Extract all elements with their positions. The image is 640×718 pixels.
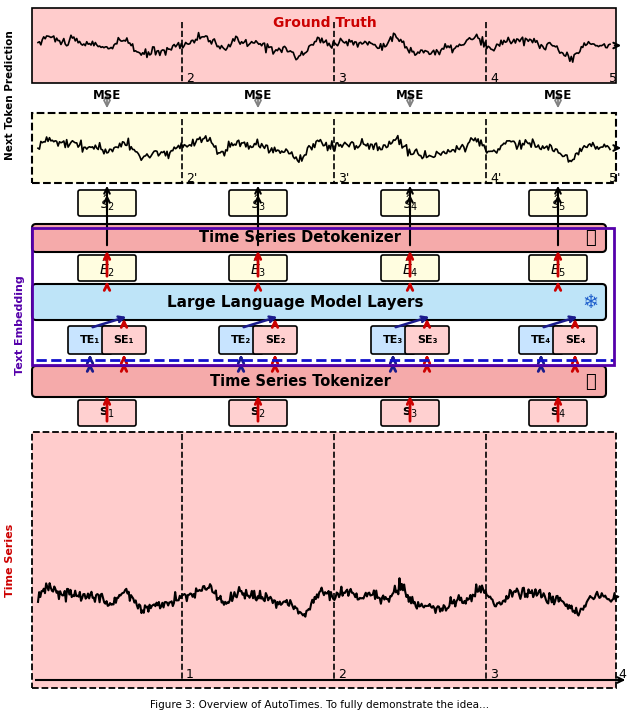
FancyBboxPatch shape (78, 400, 136, 426)
FancyBboxPatch shape (381, 190, 439, 216)
Text: SE₃: SE₃ (417, 335, 437, 345)
Text: Time Series Detokenizer: Time Series Detokenizer (199, 230, 401, 246)
Text: SE₁: SE₁ (114, 335, 134, 345)
Text: MSE: MSE (93, 89, 121, 102)
FancyBboxPatch shape (32, 284, 606, 320)
Text: TE₃: TE₃ (383, 335, 403, 345)
Text: MSE: MSE (544, 89, 572, 102)
FancyBboxPatch shape (405, 326, 449, 354)
Text: MSE: MSE (244, 89, 272, 102)
FancyBboxPatch shape (102, 326, 146, 354)
FancyBboxPatch shape (553, 326, 597, 354)
Text: Time Series: Time Series (5, 523, 15, 597)
Text: $\hat{s}_2$: $\hat{s}_2$ (100, 193, 115, 213)
Text: $\hat{s}_5$: $\hat{s}_5$ (550, 193, 565, 213)
FancyBboxPatch shape (32, 432, 616, 688)
Text: 1: 1 (186, 668, 194, 681)
Text: 🔥: 🔥 (584, 229, 595, 247)
Text: ❄: ❄ (582, 292, 598, 312)
FancyBboxPatch shape (529, 400, 587, 426)
Text: $\mathbf{s}_2$: $\mathbf{s}_2$ (250, 406, 266, 420)
FancyBboxPatch shape (371, 326, 415, 354)
Text: $\mathbf{s}_1$: $\mathbf{s}_1$ (99, 406, 115, 420)
FancyBboxPatch shape (32, 113, 616, 183)
Text: $\hat{E}_2$: $\hat{E}_2$ (99, 257, 115, 279)
Text: $\hat{s}_3$: $\hat{s}_3$ (251, 193, 266, 213)
Text: 3': 3' (338, 172, 349, 185)
Text: Next Token Prediction: Next Token Prediction (5, 31, 15, 160)
FancyBboxPatch shape (519, 326, 563, 354)
Text: SE₂: SE₂ (265, 335, 285, 345)
FancyBboxPatch shape (32, 366, 606, 397)
FancyBboxPatch shape (32, 224, 606, 252)
FancyBboxPatch shape (229, 400, 287, 426)
Text: $\hat{E}_5$: $\hat{E}_5$ (550, 257, 566, 279)
FancyBboxPatch shape (529, 255, 587, 281)
Text: 4': 4' (490, 172, 501, 185)
FancyBboxPatch shape (219, 326, 263, 354)
Text: TE₁: TE₁ (80, 335, 100, 345)
Text: $\hat{E}_4$: $\hat{E}_4$ (402, 257, 418, 279)
FancyBboxPatch shape (68, 326, 112, 354)
Text: $\hat{s}_4$: $\hat{s}_4$ (403, 193, 417, 213)
FancyBboxPatch shape (78, 255, 136, 281)
Text: 2: 2 (186, 73, 194, 85)
Text: $\mathbf{s}_4$: $\mathbf{s}_4$ (550, 406, 566, 420)
Text: 4: 4 (618, 668, 626, 681)
Text: TE₄: TE₄ (531, 335, 551, 345)
FancyBboxPatch shape (381, 400, 439, 426)
Text: Ground Truth: Ground Truth (273, 16, 377, 30)
Text: MSE: MSE (396, 89, 424, 102)
Text: TE₂: TE₂ (231, 335, 251, 345)
Text: $\hat{E}_3$: $\hat{E}_3$ (250, 257, 266, 279)
FancyBboxPatch shape (229, 190, 287, 216)
Text: 4: 4 (490, 73, 498, 85)
Text: SE₄: SE₄ (564, 335, 585, 345)
Text: Time Series Tokenizer: Time Series Tokenizer (209, 374, 390, 389)
FancyBboxPatch shape (381, 255, 439, 281)
Text: Text Embedding: Text Embedding (15, 275, 25, 375)
Text: Large Language Model Layers: Large Language Model Layers (167, 294, 423, 309)
FancyBboxPatch shape (78, 190, 136, 216)
Text: $\mathbf{s}_3$: $\mathbf{s}_3$ (402, 406, 418, 420)
Text: 5': 5' (609, 172, 621, 185)
Text: 3: 3 (338, 73, 346, 85)
FancyBboxPatch shape (529, 190, 587, 216)
FancyBboxPatch shape (253, 326, 297, 354)
Text: 2: 2 (338, 668, 346, 681)
Text: 2': 2' (186, 172, 197, 185)
Text: 5: 5 (609, 73, 617, 85)
FancyBboxPatch shape (229, 255, 287, 281)
Text: 🔥: 🔥 (584, 373, 595, 391)
FancyBboxPatch shape (32, 8, 616, 83)
Text: 3: 3 (490, 668, 498, 681)
Text: Figure 3: Overview of AutoTimes. To fully demonstrate the idea...: Figure 3: Overview of AutoTimes. To full… (150, 700, 490, 710)
